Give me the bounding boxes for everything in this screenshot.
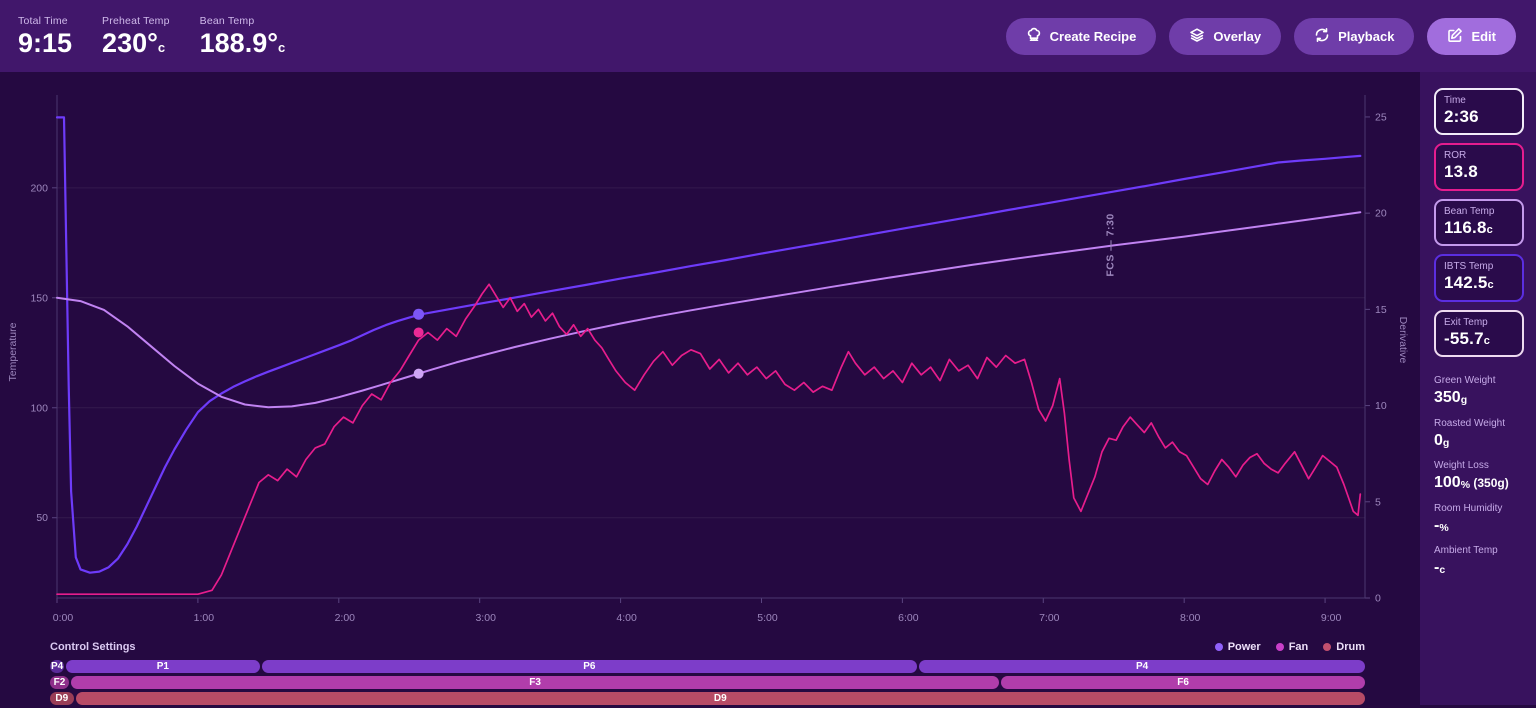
time-tick-label: 8:00: [1180, 612, 1201, 624]
power-legend-dot-icon: [1214, 643, 1223, 651]
chef-hat-icon: [1026, 27, 1042, 46]
time-tick-label: 1:00: [194, 612, 215, 624]
replay-icon: [1314, 27, 1330, 46]
roast-chart-region: 50 100 150 200 0 5 10 15 20 25 0:00 1:00 2:00 3:00 4:0…: [0, 72, 1420, 640]
weight-loss-stat: Weight Loss 100% (350g): [1434, 460, 1509, 492]
drum-legend-dot-icon: [1323, 643, 1332, 651]
roast-chart[interactable]: 50 100 150 200 0 5 10 15 20 25 0:00 1:00 2:00 3:00 4:0…: [0, 72, 1420, 640]
time-card: Time 2:36: [1434, 88, 1524, 136]
preheat-temp-label: Preheat Temp: [102, 15, 170, 27]
edit-icon: [1447, 27, 1463, 46]
cursor-dot-bean[interactable]: [413, 368, 424, 379]
total-time-value: 9:15: [18, 28, 73, 58]
total-time-label: Total Time: [18, 15, 68, 27]
fan-segment-f2[interactable]: F2: [50, 676, 69, 689]
series-bean: [56, 211, 1362, 409]
deriv-tick-label: 10: [1375, 400, 1387, 412]
legend-item-drum[interactable]: Drum: [1323, 641, 1365, 653]
temp-tick-label: 50: [36, 512, 48, 524]
bean-temp-card-value: 116.8c: [1444, 217, 1493, 237]
control-settings-legend: Power Fan Drum: [1214, 640, 1365, 654]
create-recipe-button[interactable]: Create Recipe: [1005, 17, 1157, 55]
fan-legend-dot-icon: [1275, 643, 1284, 651]
header-bar: Total Time 9:15 Preheat Temp 230°c Bean …: [0, 0, 1536, 72]
control-settings-bars: P4 P1 P6 P4 F2 F3 F6 D9 D9: [50, 660, 1365, 708]
power-segment-p6[interactable]: P6: [261, 660, 918, 673]
bean-temp-label: Bean Temp: [199, 15, 255, 27]
overlay-button[interactable]: Overlay: [1169, 17, 1282, 55]
series-ibts: [55, 116, 1362, 574]
preheat-temp-value: 230°c: [102, 28, 166, 58]
time-tick-label: 3:00: [475, 612, 496, 624]
layers-icon: [1189, 27, 1205, 46]
ibts-temp-card-label: IBTS Temp: [1444, 261, 1494, 273]
exit-temp-card-label: Exit Temp: [1444, 316, 1488, 328]
temp-tick-label: 100: [30, 402, 48, 414]
control-settings-section: Control Settings Power Fan Drum P4 P1 P6 P4 F2…: [0, 640, 1420, 705]
time-tick-label: 6:00: [898, 612, 919, 624]
fan-bar-row: F2 F3 F6: [50, 676, 1365, 689]
power-segment-p1[interactable]: P1: [66, 660, 260, 673]
legend-label: Power: [1227, 641, 1261, 653]
cursor-dot-ror[interactable]: [413, 327, 424, 338]
deriv-tick-label: 15: [1375, 304, 1387, 316]
roasted-weight-stat: Roasted Weight 0g: [1434, 417, 1505, 449]
drum-segment-d9[interactable]: D9: [75, 692, 1365, 705]
derivative-axis-title: Derivative: [1397, 317, 1409, 364]
exit-temp-card-value: -55.7c: [1444, 328, 1491, 348]
bean-temp-card: Bean Temp 116.8c: [1434, 198, 1524, 247]
playback-button[interactable]: Playback: [1294, 17, 1415, 55]
time-tick-label: 2:00: [335, 612, 356, 624]
deriv-tick-label: 0: [1375, 593, 1381, 605]
legend-item-fan[interactable]: Fan: [1275, 641, 1309, 653]
fcs-marker-label: FCS — 7:30: [1105, 213, 1117, 276]
bean-temp-value: 188.9°c: [199, 28, 286, 58]
drum-bar-row: D9 D9: [50, 692, 1365, 705]
legend-label: Drum: [1336, 641, 1365, 653]
deriv-tick-label: 25: [1375, 111, 1387, 123]
time-tick-label: 4:00: [616, 612, 637, 624]
drum-segment-d9[interactable]: D9: [50, 692, 74, 705]
control-settings-title: Control Settings: [50, 641, 136, 653]
bean-temp-stat: Bean Temp 188.9°c: [200, 15, 286, 57]
deriv-tick-label: 5: [1375, 496, 1381, 508]
legend-label: Fan: [1288, 641, 1309, 653]
power-bar-row: P4 P1 P6 P4: [50, 660, 1365, 673]
weight-stats: Green Weight 350g Roasted Weight 0g Weig…: [1434, 375, 1524, 577]
edit-button[interactable]: Edit: [1427, 17, 1516, 55]
ror-card-label: ROR: [1444, 150, 1467, 162]
ambient-temp-stat: Ambient Temp -c: [1434, 545, 1498, 577]
power-segment-p4[interactable]: P4: [919, 660, 1365, 673]
temp-tick-label: 200: [30, 182, 48, 194]
green-weight-stat: Green Weight 350g: [1434, 374, 1496, 406]
series-ror: [56, 283, 1362, 596]
sidebar: Time 2:36 ROR 13.8 Bean Temp 116.8c IBTS…: [1420, 72, 1536, 705]
time-card-label: Time: [1444, 95, 1466, 106]
time-tick-label: 7:00: [1039, 612, 1060, 624]
ibts-temp-card: IBTS Temp 142.5c: [1434, 254, 1524, 302]
bean-temp-card-label: Bean Temp: [1444, 205, 1495, 217]
exit-temp-card: Exit Temp -55.7c: [1434, 309, 1524, 357]
time-tick-label: 5:00: [757, 612, 778, 624]
ibts-temp-card-value: 142.5c: [1444, 273, 1494, 293]
ror-card: ROR 13.8: [1434, 143, 1524, 191]
fan-segment-f6[interactable]: F6: [1001, 676, 1365, 689]
power-segment-p4[interactable]: P4: [50, 660, 65, 673]
header-actions: Create Recipe Overlay Playback Edit: [1005, 17, 1518, 55]
cursor-dot-ibts[interactable]: [413, 308, 425, 320]
room-humidity-stat: Room Humidity -%: [1434, 502, 1503, 534]
time-card-value: 2:36: [1444, 107, 1479, 126]
temp-tick-label: 150: [30, 292, 48, 304]
legend-item-power[interactable]: Power: [1214, 641, 1261, 653]
total-time-stat: Total Time 9:15: [18, 15, 72, 57]
time-tick-label: 0:00: [53, 612, 74, 624]
time-tick-label: 9:00: [1321, 612, 1342, 624]
fan-segment-f3[interactable]: F3: [70, 676, 1000, 689]
deriv-tick-label: 20: [1375, 208, 1387, 220]
ror-card-value: 13.8: [1444, 162, 1478, 182]
preheat-temp-stat: Preheat Temp 230°c: [102, 15, 170, 57]
temperature-axis-title: Temperature: [7, 322, 19, 381]
